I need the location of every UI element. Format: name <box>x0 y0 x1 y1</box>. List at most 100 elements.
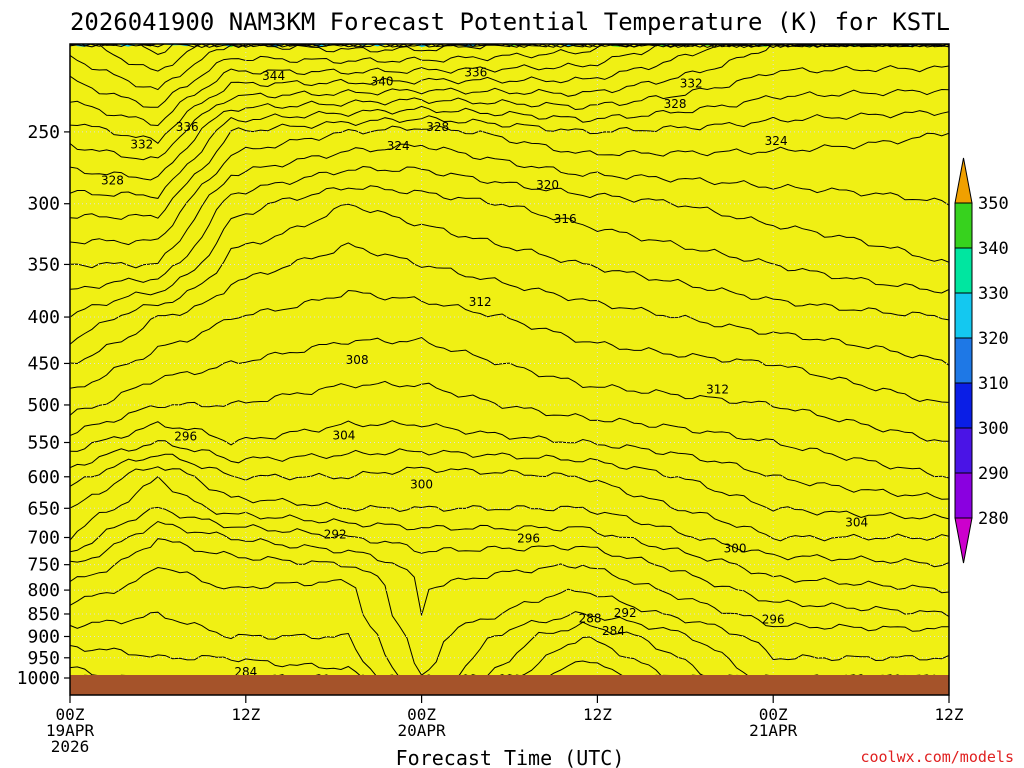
contour-296 <box>70 506 949 618</box>
contour-label-text: 296 <box>762 613 785 627</box>
contour-label-text: 328 <box>101 174 124 188</box>
contour-label-text: 332 <box>130 137 153 151</box>
contour-294 <box>70 520 949 632</box>
contour-342 <box>70 44 949 72</box>
contour-label: 312 <box>469 295 492 309</box>
contour-label-text: 332 <box>680 76 703 90</box>
contour-300 <box>70 466 949 568</box>
contour-316 <box>70 203 949 345</box>
contour-label: 304 <box>845 516 868 530</box>
contour-label-text: 308 <box>346 353 369 367</box>
y-tick-label-500: 500 <box>27 395 60 416</box>
x-axis-label: Forecast Time (UTC) <box>396 746 625 768</box>
colorbar-label-330: 330 <box>978 284 1009 304</box>
contour-label-text: 344 <box>262 69 285 83</box>
contour-label-text: 284 <box>234 665 257 679</box>
colorbar-band-320 <box>954 292 973 339</box>
contour-label: 328 <box>664 97 687 111</box>
y-tick-label-400: 400 <box>27 307 60 328</box>
x-tick-label-0-0: 00Z <box>56 705 85 724</box>
y-tick-label-600: 600 <box>27 467 60 488</box>
contour-298 <box>70 476 949 594</box>
x-tick-label-0-2: 2026 <box>51 737 90 756</box>
contour-label-text: 300 <box>724 542 747 556</box>
y-tick-label-300: 300 <box>27 194 60 215</box>
contour-label: 284 <box>234 665 257 679</box>
contour-332 <box>70 44 949 161</box>
colorbar-max-arrow <box>954 157 973 204</box>
contour-label: 344 <box>262 69 285 83</box>
contour-label-text: 340 <box>371 75 394 89</box>
contour-label-text: 328 <box>426 120 449 134</box>
contour-label-text: 312 <box>706 383 729 397</box>
contour-302 <box>70 453 949 542</box>
contour-label-text: 316 <box>554 212 577 226</box>
contour-330 <box>70 65 949 181</box>
contour-label: 332 <box>680 76 703 90</box>
contour-label-text: 288 <box>579 612 602 626</box>
contour-label-text: 292 <box>614 606 637 620</box>
colorbar-label-340: 340 <box>978 239 1009 259</box>
x-tick-label-0-1: 19APR <box>46 721 95 740</box>
contour-label-text: 324 <box>387 139 410 153</box>
contour-308 <box>70 380 949 479</box>
y-tick-label-850: 850 <box>27 604 60 625</box>
colorbar-band-280 <box>954 472 973 519</box>
y-axis: 2503003504004505005506006507007508008509… <box>17 122 70 689</box>
contour-312 <box>70 289 949 403</box>
contour-label-text: 284 <box>602 624 625 638</box>
contour-324 <box>70 125 949 246</box>
colorbar-label-350: 350 <box>978 194 1009 214</box>
contour-label: 324 <box>765 134 788 148</box>
contour-label-text: 336 <box>464 65 487 79</box>
contour-306 <box>70 420 949 500</box>
x-tick-label-12-0: 12Z <box>231 705 260 724</box>
contour-label: 296 <box>762 613 785 627</box>
contour-label: 316 <box>554 212 577 226</box>
x-tick-label-36-0: 12Z <box>583 705 612 724</box>
contour-338 <box>70 44 939 108</box>
contour-label-text: 300 <box>410 478 433 492</box>
contour-label: 336 <box>176 120 199 134</box>
contour-label-text: 292 <box>324 528 347 542</box>
ground-strip <box>70 675 949 695</box>
colorbar-band-290 <box>954 427 973 474</box>
colorbar-label-290: 290 <box>978 464 1009 484</box>
x-tick-label-48-0: 00Z <box>759 705 788 724</box>
colorbar-label-280: 280 <box>978 509 1009 529</box>
contour-label: 324 <box>387 139 410 153</box>
contour-304 <box>70 440 949 520</box>
colorbar-label-300: 300 <box>978 419 1009 439</box>
y-tick-label-650: 650 <box>27 498 60 519</box>
contour-label: 328 <box>426 120 449 134</box>
x-tick-label-24-0: 00Z <box>407 705 436 724</box>
x-tick-label-48-1: 21APR <box>749 721 798 740</box>
colorbar-label-310: 310 <box>978 374 1009 394</box>
contour-label: 296 <box>517 532 540 546</box>
contour-292 <box>70 538 949 676</box>
colorbar-band-310 <box>954 337 973 384</box>
y-tick-label-450: 450 <box>27 353 60 374</box>
contour-label: 292 <box>324 528 347 542</box>
plot-area: 344 340 336 332 328 336 328 332 324 324 328 320 316 3… <box>70 44 949 679</box>
contour-label: 336 <box>464 65 487 79</box>
contour-label: 288 <box>579 612 602 626</box>
contour-318 <box>70 185 949 318</box>
filled-contours <box>70 44 949 678</box>
contour-label-text: 312 <box>469 295 492 309</box>
chart-title: 2026041900 NAM3KM Forecast Potential Tem… <box>70 8 950 36</box>
x-tick-label-24-1: 20APR <box>398 721 447 740</box>
y-tick-label-550: 550 <box>27 432 60 453</box>
grid-lines <box>70 44 949 678</box>
contour-label: 296 <box>174 430 197 444</box>
contour-label: 304 <box>333 428 356 442</box>
contour-label-text: 304 <box>333 428 356 442</box>
contour-label: 328 <box>101 174 124 188</box>
contour-label-text: 328 <box>664 97 687 111</box>
fill-band-350 <box>70 44 949 678</box>
contour-314 <box>70 242 949 366</box>
contour-label-text: 336 <box>176 120 199 134</box>
contour-288 <box>70 611 949 678</box>
